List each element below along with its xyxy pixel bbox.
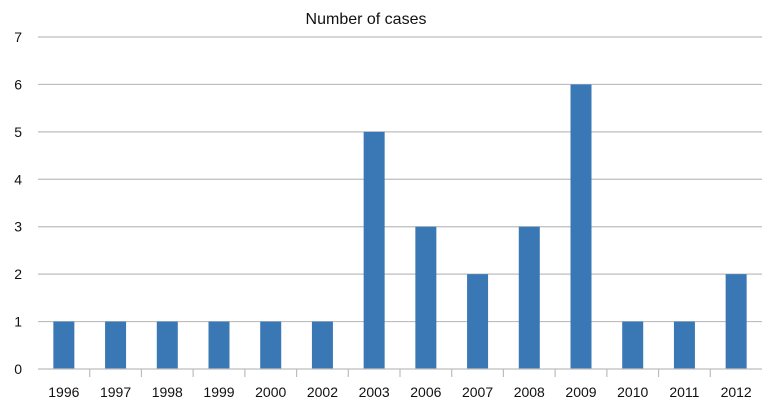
bar bbox=[363, 131, 385, 369]
x-tick-label: 2003 bbox=[359, 384, 390, 400]
x-tick-label: 2009 bbox=[565, 384, 596, 400]
x-tick-label: 1999 bbox=[203, 384, 234, 400]
bar bbox=[53, 321, 75, 369]
y-tick-label: 2 bbox=[14, 266, 22, 282]
bar bbox=[415, 226, 437, 369]
y-tick-label: 3 bbox=[14, 219, 22, 235]
gridlines bbox=[38, 36, 762, 323]
x-tick-label: 2011 bbox=[669, 384, 699, 400]
bars bbox=[53, 84, 747, 369]
y-tick-label: 7 bbox=[14, 29, 22, 45]
y-axis-ticks: 0 1 2 3 4 5 6 7 bbox=[14, 29, 22, 377]
bar bbox=[467, 274, 489, 369]
bar bbox=[622, 321, 644, 369]
bar bbox=[260, 321, 282, 369]
bar bbox=[673, 321, 695, 369]
bar bbox=[208, 321, 230, 369]
x-tick-label: 2002 bbox=[307, 384, 338, 400]
x-tick-label: 1997 bbox=[100, 384, 131, 400]
x-tick-label: 2006 bbox=[410, 384, 441, 400]
x-tick-label: 1996 bbox=[48, 384, 79, 400]
x-tick-label: 2008 bbox=[514, 384, 545, 400]
y-tick-label: 0 bbox=[14, 361, 22, 377]
y-tick-label: 5 bbox=[14, 124, 22, 140]
x-tick-label: 2000 bbox=[255, 384, 286, 400]
x-tick-label: 2007 bbox=[462, 384, 493, 400]
bar bbox=[570, 84, 592, 369]
bar bbox=[156, 321, 178, 369]
bar bbox=[105, 321, 127, 369]
x-tick-label: 1998 bbox=[152, 384, 183, 400]
bar bbox=[311, 321, 333, 369]
x-tick-label: 2010 bbox=[617, 384, 648, 400]
bar bbox=[518, 226, 540, 369]
bar bbox=[725, 274, 747, 369]
x-axis-ticks: 1996 1997 1998 1999 2000 2002 2003 2006 2007 2008… bbox=[48, 369, 752, 400]
y-tick-label: 6 bbox=[14, 76, 22, 92]
x-tick-label: 2012 bbox=[721, 384, 752, 400]
chart-title: Number of cases bbox=[306, 11, 427, 28]
y-tick-label: 1 bbox=[14, 314, 22, 330]
y-tick-label: 4 bbox=[14, 171, 22, 187]
